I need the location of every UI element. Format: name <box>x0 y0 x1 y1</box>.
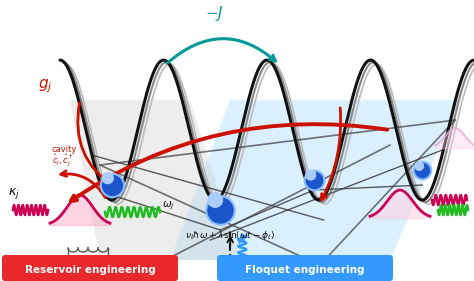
Text: $\omega_j$: $\omega_j$ <box>162 200 175 212</box>
Text: $\nu_\ell\hbar\omega + \lambda\sin(\omega t - \phi_\ell)$: $\nu_\ell\hbar\omega + \lambda\sin(\omeg… <box>185 229 275 242</box>
Point <box>310 178 318 182</box>
Text: $\hat{c}_j, \hat{c}_j^\dagger$: $\hat{c}_j, \hat{c}_j^\dagger$ <box>52 152 73 169</box>
Text: $g_j$: $g_j$ <box>38 77 53 95</box>
Polygon shape <box>70 100 240 260</box>
Text: Reservoir engineering: Reservoir engineering <box>25 265 155 275</box>
Point <box>211 198 219 202</box>
Point <box>217 208 224 212</box>
Point <box>307 173 315 177</box>
Text: $\kappa_j$: $\kappa_j$ <box>8 186 20 201</box>
Text: Floquet engineering: Floquet engineering <box>245 265 365 275</box>
FancyBboxPatch shape <box>217 255 393 281</box>
Point <box>104 176 111 180</box>
Text: $-J$: $-J$ <box>205 4 224 23</box>
Point <box>419 168 426 172</box>
Polygon shape <box>170 100 460 260</box>
Point <box>415 164 423 168</box>
Point <box>108 183 116 187</box>
FancyBboxPatch shape <box>2 255 178 281</box>
Text: cavity: cavity <box>52 145 77 154</box>
